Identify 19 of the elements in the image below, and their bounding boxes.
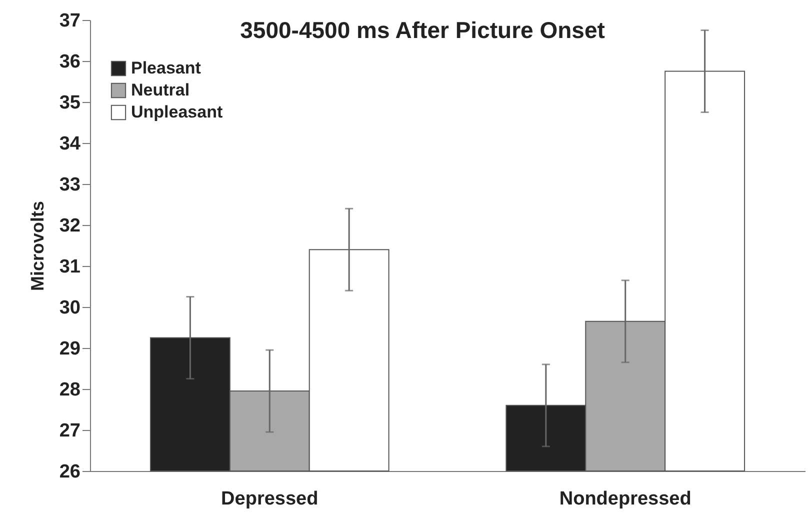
chart-title: 3500-4500 ms After Picture Onset bbox=[240, 17, 606, 43]
x-tick-label: Depressed bbox=[221, 488, 318, 510]
y-tick-label: 31 bbox=[59, 256, 81, 278]
y-tick-label: 28 bbox=[59, 380, 80, 400]
y-tick-label: 33 bbox=[59, 174, 80, 196]
y-tick-label: 32 bbox=[59, 216, 80, 236]
y-tick-label: 27 bbox=[59, 420, 80, 442]
x-tick-label: Nondepressed bbox=[559, 488, 692, 510]
y-tick-label: 30 bbox=[59, 298, 80, 318]
legend-label: Unpleasant bbox=[131, 102, 223, 122]
legend-label: Pleasant bbox=[131, 58, 202, 78]
y-tick-label: 36 bbox=[59, 52, 80, 72]
y-axis-title: Microvolts bbox=[27, 200, 48, 292]
y-tick-label: 34 bbox=[59, 134, 81, 154]
y-tick-label: 37 bbox=[59, 10, 80, 32]
legend-label: Neutral bbox=[131, 80, 190, 100]
y-tick-label: 35 bbox=[59, 92, 81, 114]
y-tick-label: 29 bbox=[59, 338, 80, 360]
y-tick-label: 26 bbox=[59, 462, 80, 482]
